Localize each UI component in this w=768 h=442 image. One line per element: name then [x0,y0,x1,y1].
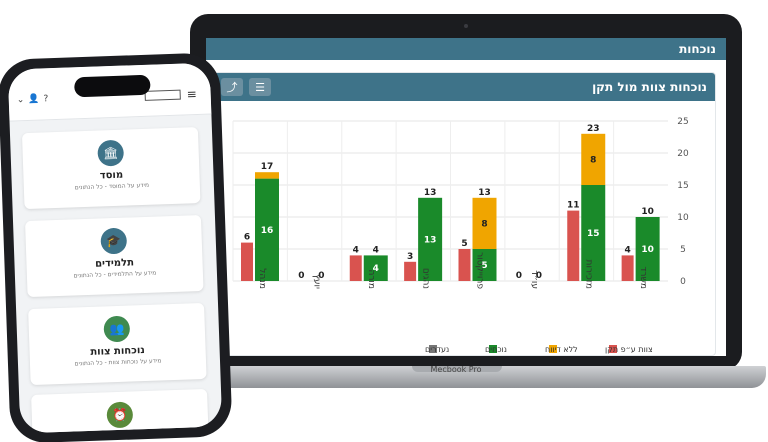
data-label: 5 [481,261,487,271]
chart-card: נוכחות צוות מול תקן ⤴ ☰ 0 5 10 15 20 25 6 16 17 מ… [212,72,716,356]
laptop-brand-label: Mecbook Pro [430,365,482,374]
bar-standard [458,249,471,281]
legend-label: ללא דיווח [545,345,578,354]
total-label: 13 [424,188,437,198]
menu-icon[interactable]: ≡ [186,87,197,102]
data-label: 16 [261,226,274,236]
y-tick-label: 0 [680,277,686,287]
tile-label: נוכחות אישית [32,429,208,434]
category-label: משרד [638,267,648,289]
y-tick-label: 25 [677,117,688,127]
bar-present [581,185,606,281]
data-label: 0 [298,271,304,281]
team-icon: 👥 [103,315,131,343]
page-title: נוכחות [679,42,716,56]
page-topbar: נוכחות [206,38,726,60]
category-label: נהגים [420,268,430,289]
user-icon[interactable]: 👤 [28,94,40,105]
logo [144,89,181,101]
card-title: נוכחות צוות מול תקן [592,80,707,94]
y-tick-label: 5 [680,245,686,255]
share-icon[interactable]: ⤴ [221,78,243,96]
menu-tile[interactable]: 🎓 תלמידים מידע על התלמידים - כל הנתונים [25,214,204,298]
category-label: עו״ד [529,270,539,289]
bar-standard [241,242,253,281]
bar-present [363,255,388,281]
phone: ⌄ 👤 ? ≡ 🏛 מוסד מידע על המוסד - כל הנתונים 🎓… [0,52,233,442]
data-label: 5 [461,239,467,249]
bar-present [635,217,660,281]
legend-label: צוות ע״פ תקן [605,345,653,354]
bar-standard [621,255,634,281]
chevron-down-icon[interactable]: ⌄ [16,95,25,106]
y-tick-label: 10 [677,213,689,223]
phone-screen: ⌄ 👤 ? ≡ 🏛 מוסד מידע על המוסד - כל הנתונים 🎓… [7,62,223,434]
list-icon[interactable]: ☰ [249,78,271,96]
laptop-screen: נוכחות נוכחות צוות מול תקן ⤴ ☰ 0 5 10 15 20 2… [206,38,726,356]
total-label: 17 [261,162,274,172]
bar-standard [349,255,362,281]
category-label: מזכירות [583,260,593,289]
laptop-base [146,366,766,388]
category-label: יועץ [312,274,322,289]
menu-tile[interactable]: ⏰נוכחות אישית [31,388,210,434]
category-label: מורה [366,269,376,289]
legend-swatch [429,345,437,353]
help-icon[interactable]: ? [43,94,49,105]
graduation-icon: 🎓 [100,227,128,255]
data-label: 11 [567,201,580,211]
bar-unreported [472,197,497,249]
card-tools: ⤴ ☰ [221,78,271,96]
data-label: 8 [590,155,596,165]
laptop-notch [412,366,502,372]
total-label: 10 [641,207,654,217]
category-label: פרוייקטור [475,252,485,289]
data-label: 4 [373,264,379,274]
data-label: 13 [424,235,437,245]
data-label: 8 [481,219,487,229]
bar-present [418,197,443,281]
data-label: 4 [353,245,359,255]
legend-label: נוכחים [485,345,507,354]
y-tick-label: 15 [677,181,688,191]
bar-present [472,249,497,281]
menu-tile[interactable]: 🏛 מוסד מידע על המוסד - כל הנתונים [21,127,201,210]
total-label: 0 [318,271,324,281]
data-label: 10 [641,245,654,255]
card-header: נוכחות צוות מול תקן ⤴ ☰ [213,73,715,101]
menu-tile[interactable]: 👥 נוכחות צוות מידע על נוכחות צוות - כל הנת… [28,302,207,386]
data-label: 6 [244,233,250,243]
bar-unreported [255,172,279,179]
total-label: 13 [478,188,491,198]
laptop-camera [464,24,468,28]
data-label: 0 [516,271,522,281]
building-icon: 🏛 [97,139,125,167]
legend-swatch [609,345,617,353]
total-label: 23 [587,124,600,134]
total-label: 0 [536,271,542,281]
clock-icon: ⏰ [106,401,134,429]
legend-swatch [489,345,497,353]
dynamic-island [74,74,151,98]
bar-standard [567,210,580,281]
phone-header-icons: ⌄ 👤 ? [17,94,49,105]
bar-present [255,178,279,281]
bar-standard [404,261,417,281]
legend-label: נעדרים [425,345,449,354]
bar-unreported [581,133,606,185]
data-label: 3 [407,252,413,262]
data-label: 4 [624,245,630,255]
y-tick-label: 20 [677,149,689,159]
data-label: 15 [587,229,600,239]
category-label: מנהל [257,268,267,289]
legend-swatch [549,345,557,353]
total-label: 4 [373,245,379,255]
